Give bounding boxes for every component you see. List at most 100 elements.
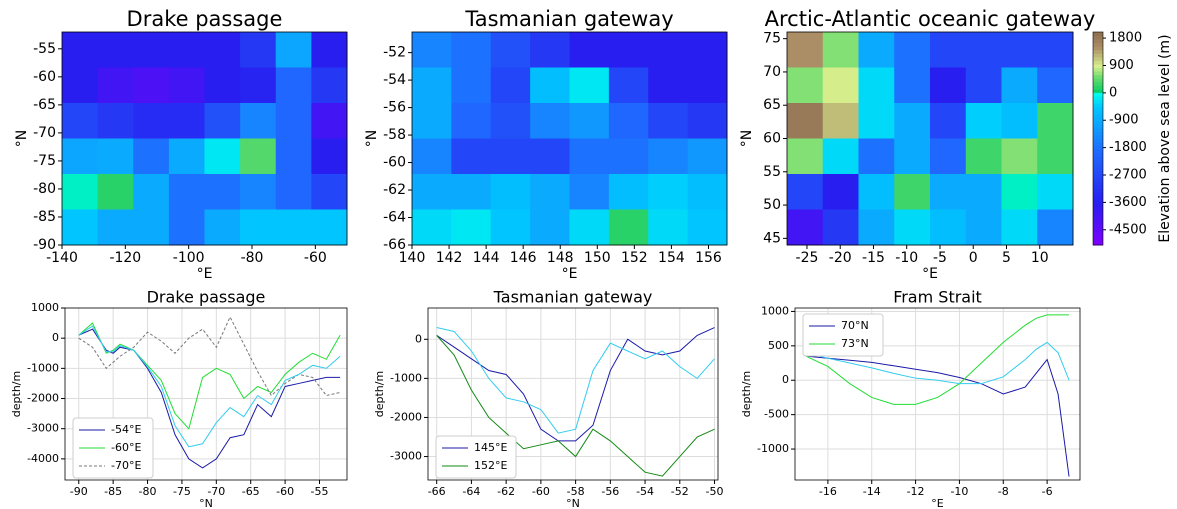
elevation-cell: [569, 138, 610, 175]
panel: -55 -60 -65 -70 -75 -80 -85 -90-140 -120 -100 -80 -…: [14, 7, 348, 282]
x-tick-label: 142: [436, 250, 463, 266]
elevation-cell: [930, 138, 967, 175]
y-tick-label: 55: [763, 164, 781, 180]
elevation-cell: [97, 32, 134, 68]
colorbar-band: [1093, 230, 1103, 235]
y-tick-label: -65: [33, 97, 56, 113]
elevation-cell: [451, 174, 492, 210]
colorbar-band: [1093, 56, 1103, 61]
elevation-cell: [204, 103, 241, 139]
colorbar-label: Elevation above sea level (m): [1157, 34, 1173, 242]
y-tick-label: -3000: [390, 450, 422, 463]
colorbar-band: [1093, 237, 1103, 242]
elevation-cell: [965, 67, 1002, 104]
x-axis-label: °N: [199, 497, 213, 509]
elevation-cell: [412, 209, 452, 246]
panel: 45 50 55 60 65 70 75 -25 -20 -15 -10 -5 0 5 10 Arctic-A…: [739, 7, 1173, 282]
elevation-cell: [608, 103, 649, 139]
elevation-cell: [930, 103, 967, 139]
colorbar-band: [1093, 71, 1103, 76]
x-tick-label: -140: [46, 250, 78, 266]
elevation-cell: [930, 209, 967, 246]
elevation-cell: [965, 138, 1002, 175]
y-tick-label: 65: [763, 97, 781, 113]
x-tick-label: -14: [863, 485, 881, 498]
elevation-cell: [687, 103, 728, 139]
colorbar-band: [1093, 53, 1103, 58]
colorbar-band: [1093, 220, 1103, 225]
elevation-cell: [894, 67, 931, 104]
elevation-cell: [311, 67, 348, 104]
colorbar-band: [1093, 92, 1103, 97]
elevation-cell: [569, 67, 610, 104]
x-tick-label: -50: [706, 485, 724, 498]
elevation-cell: [168, 67, 205, 104]
x-tick-label: -90: [70, 485, 88, 498]
elevation-cell: [168, 32, 205, 68]
elevation-cell: [687, 174, 728, 210]
y-tick-label: -70: [33, 125, 56, 141]
x-tick-label: -60: [276, 485, 294, 498]
colorbar-band: [1093, 138, 1103, 143]
elevation-cell: [608, 67, 649, 104]
elevation-cell: [648, 174, 689, 210]
elevation-cell: [648, 209, 689, 246]
elevation-cell: [204, 174, 241, 210]
elevation-cell: [97, 209, 134, 246]
elevation-cell: [1001, 67, 1038, 104]
elevation-cell: [569, 32, 610, 68]
elevation-cell: [787, 67, 824, 104]
elevation-cell: [530, 138, 570, 175]
series-line: [78, 328, 341, 469]
elevation-cell: [530, 32, 570, 68]
elevation-cell: [1037, 138, 1074, 175]
y-tick-label: 75: [763, 31, 781, 47]
colorbar-band: [1093, 78, 1103, 83]
colorbar-band: [1093, 159, 1103, 164]
colorbar-tick-label: 1800: [1109, 31, 1142, 46]
elevation-cell: [1037, 32, 1074, 68]
y-tick-label: -64: [383, 210, 406, 226]
panel: 1000 0 -1000 -2000 -3000 -4000 -90 -85 -80 -75 -70…: [10, 288, 348, 509]
elevation-cell: [133, 138, 170, 175]
colorbar-tick-label: 900: [1109, 58, 1134, 73]
x-tick-label: 144: [473, 250, 500, 266]
series-line: [805, 341, 1070, 385]
elevation-cell: [451, 32, 492, 68]
x-tick-label: -62: [497, 485, 515, 498]
x-tick-label: -58: [567, 485, 585, 498]
y-tick-label: -1000: [757, 442, 789, 455]
elevation-cell: [608, 174, 649, 210]
colorbar-band: [1093, 49, 1103, 54]
y-tick-label: -1000: [27, 361, 59, 374]
legend-label: 73°N: [841, 337, 869, 350]
y-tick-label: -85: [33, 209, 56, 225]
elevation-cell: [311, 32, 348, 68]
elevation-cell: [275, 209, 312, 246]
legend-label: 145°E: [474, 441, 507, 454]
elevation-cell: [133, 67, 170, 104]
y-tick-label: -54: [383, 72, 406, 88]
x-tick-label: -80: [139, 485, 157, 498]
elevation-cell: [608, 32, 649, 68]
elevation-cell: [894, 32, 931, 68]
colorbar-band: [1093, 127, 1103, 132]
elevation-cell: [240, 174, 277, 210]
x-tick-label: -85: [104, 485, 122, 498]
colorbar-band: [1093, 120, 1103, 125]
x-tick-label: -60: [304, 250, 327, 266]
x-tick-label: -10: [950, 485, 968, 498]
x-tick-label: -20: [829, 250, 852, 266]
elevation-cell: [490, 32, 531, 68]
y-tick-label: -75: [33, 153, 56, 169]
elevation-cell: [97, 67, 134, 104]
series-line: [436, 327, 715, 442]
elevation-cell: [530, 67, 570, 104]
elevation-cell: [133, 103, 170, 139]
elevation-cell: [168, 103, 205, 139]
x-tick-label: -70: [207, 485, 225, 498]
elevation-cell: [412, 67, 452, 104]
x-tick-label: 150: [584, 250, 611, 266]
series-line: [436, 335, 715, 477]
elevation-cell: [1037, 174, 1074, 210]
